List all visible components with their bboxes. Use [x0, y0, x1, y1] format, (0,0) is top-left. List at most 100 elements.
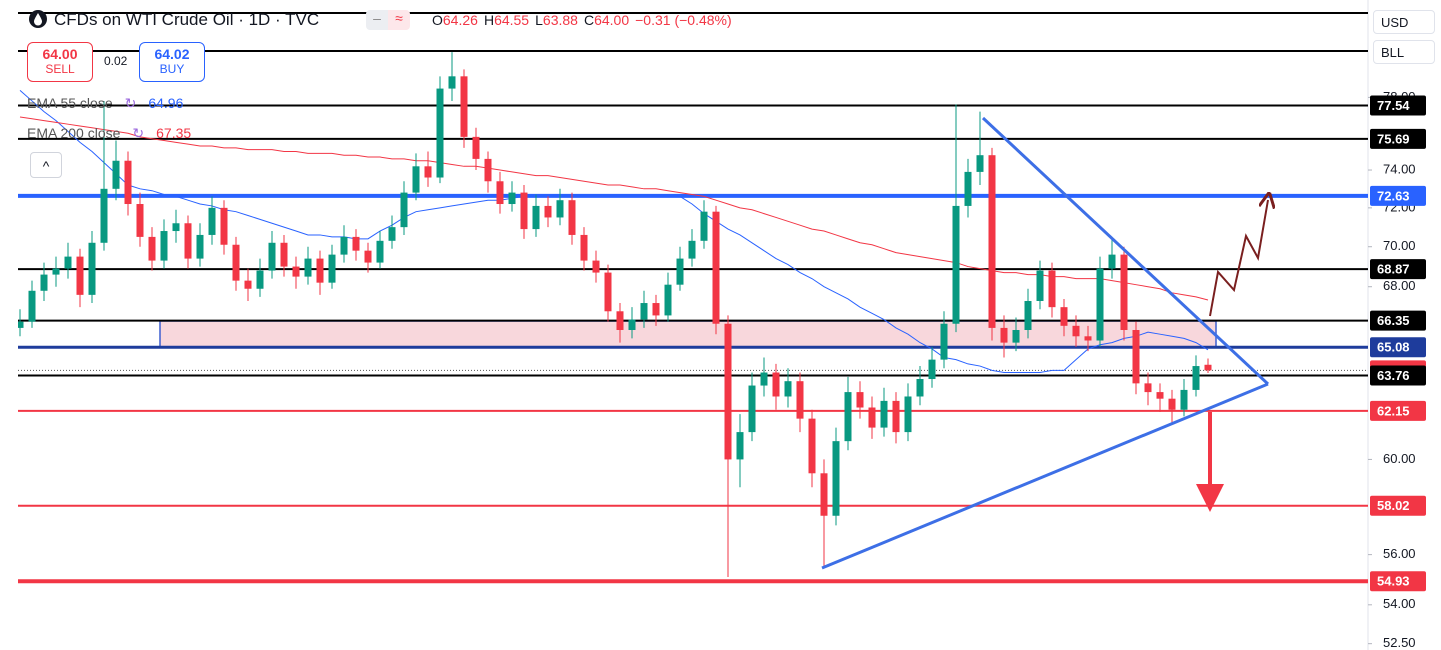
y-tick-label: 56.00 [1383, 546, 1416, 561]
candle-body [1084, 336, 1092, 341]
collapse-legend-button[interactable]: ^ [30, 152, 62, 178]
level-price: 62.15 [1377, 403, 1410, 418]
indicator-name: EMA 200 close [27, 125, 121, 141]
buy-button[interactable]: 64.02 BUY [139, 42, 205, 82]
candle-body [76, 256, 84, 295]
candle-body [1036, 270, 1044, 301]
candle-body [40, 274, 48, 291]
indicator-value: 64.96 [148, 95, 184, 111]
candle-body [856, 392, 864, 408]
y-tick-label: 60.00 [1383, 451, 1416, 466]
candle-body [148, 236, 156, 261]
candle-body [1060, 307, 1068, 326]
sell-price: 64.00 [42, 46, 78, 62]
indicator-icon: ↻ [132, 125, 145, 141]
y-tick-label: 52.50 [1383, 635, 1416, 650]
y-tick-label: 54.00 [1383, 596, 1416, 611]
candle-body [1072, 325, 1080, 337]
collapse-button[interactable]: – [366, 10, 388, 30]
ohlc-key: O [432, 12, 443, 28]
candle-body [424, 166, 432, 178]
level-tag [1370, 95, 1426, 116]
candle-body [580, 234, 588, 261]
candle-body [520, 192, 528, 230]
candle-body [1132, 329, 1140, 384]
candle-body [1000, 327, 1008, 343]
candle-body [1012, 329, 1020, 343]
trendline [981, 116, 1270, 386]
candle-body [532, 205, 540, 230]
level-tag [1370, 400, 1426, 421]
level-price: 77.54 [1377, 98, 1410, 113]
ohlc-key: C [583, 12, 595, 28]
level-tag [1370, 337, 1426, 358]
candle-body [664, 284, 672, 316]
candle-body [352, 236, 360, 251]
candle-body [376, 240, 384, 263]
candle-body [88, 242, 96, 295]
ohlc-value: 63.88 [542, 12, 578, 28]
candle-body [388, 227, 396, 241]
level-tag [1370, 185, 1426, 206]
candle-body [328, 254, 336, 283]
candle-body [556, 200, 564, 218]
level-tag [1370, 571, 1426, 592]
candle-body [280, 242, 288, 267]
candle-body [136, 204, 144, 237]
candle-body [304, 258, 312, 277]
compare-button[interactable]: ≈ [388, 10, 410, 30]
candle-body [244, 280, 252, 289]
sell-button[interactable]: 64.00 SELL [27, 42, 93, 82]
candle-body [1144, 383, 1152, 393]
candle-body [808, 418, 816, 474]
y-tick-label: 74.00 [1383, 161, 1416, 176]
candle-body [28, 290, 36, 322]
buy-label: BUY [159, 62, 185, 76]
candle-body [1156, 392, 1164, 399]
currency-button[interactable]: USD [1373, 10, 1435, 34]
candle-body [460, 76, 468, 137]
candle-body [616, 311, 624, 330]
ohlc-value: 64.26 [442, 12, 478, 28]
ohlc-change: −0.31 (−0.48%) [635, 12, 732, 28]
candle-body [568, 200, 576, 235]
candle-body [112, 160, 120, 189]
candle-body [880, 400, 888, 428]
candle-body [364, 250, 372, 263]
level-price: 66.35 [1377, 313, 1410, 328]
candle-body [52, 268, 60, 275]
candle-body [400, 192, 408, 228]
sell-label: SELL [45, 62, 75, 76]
unit-button[interactable]: BLL [1373, 40, 1435, 64]
down-arrow-head [1196, 484, 1224, 512]
candle-body [508, 192, 516, 205]
candle-body [904, 396, 912, 433]
candle-body [940, 323, 948, 360]
candle-body [196, 234, 204, 259]
level-price: 75.69 [1377, 131, 1410, 146]
candle-body [292, 266, 300, 277]
candle-body [340, 236, 348, 255]
candle-body [604, 272, 612, 312]
indicator-legend[interactable]: EMA 200 close ↻ 67.35 [27, 125, 191, 142]
ohlc-value: 64.00 [594, 12, 630, 28]
buy-price: 64.02 [154, 46, 190, 62]
candle-body [1108, 254, 1116, 269]
candle-body [220, 207, 228, 245]
indicator-value: 67.35 [156, 125, 192, 141]
level-tag [1370, 259, 1426, 280]
level-tag [1370, 495, 1426, 516]
candle-body [208, 207, 216, 235]
candle-body [628, 319, 636, 330]
candle-body [472, 136, 480, 159]
candle-body [724, 323, 732, 460]
candle-body [868, 407, 876, 428]
candle-body [820, 473, 828, 516]
y-tick-label: 70.00 [1383, 238, 1416, 253]
candle-body [232, 244, 240, 281]
indicator-legend[interactable]: EMA 55 close ↻ 64.96 [27, 95, 183, 112]
level-tag [1370, 128, 1426, 149]
candle-body [844, 392, 852, 442]
candle-body [784, 381, 792, 397]
indicator-icon: ↻ [124, 95, 137, 111]
